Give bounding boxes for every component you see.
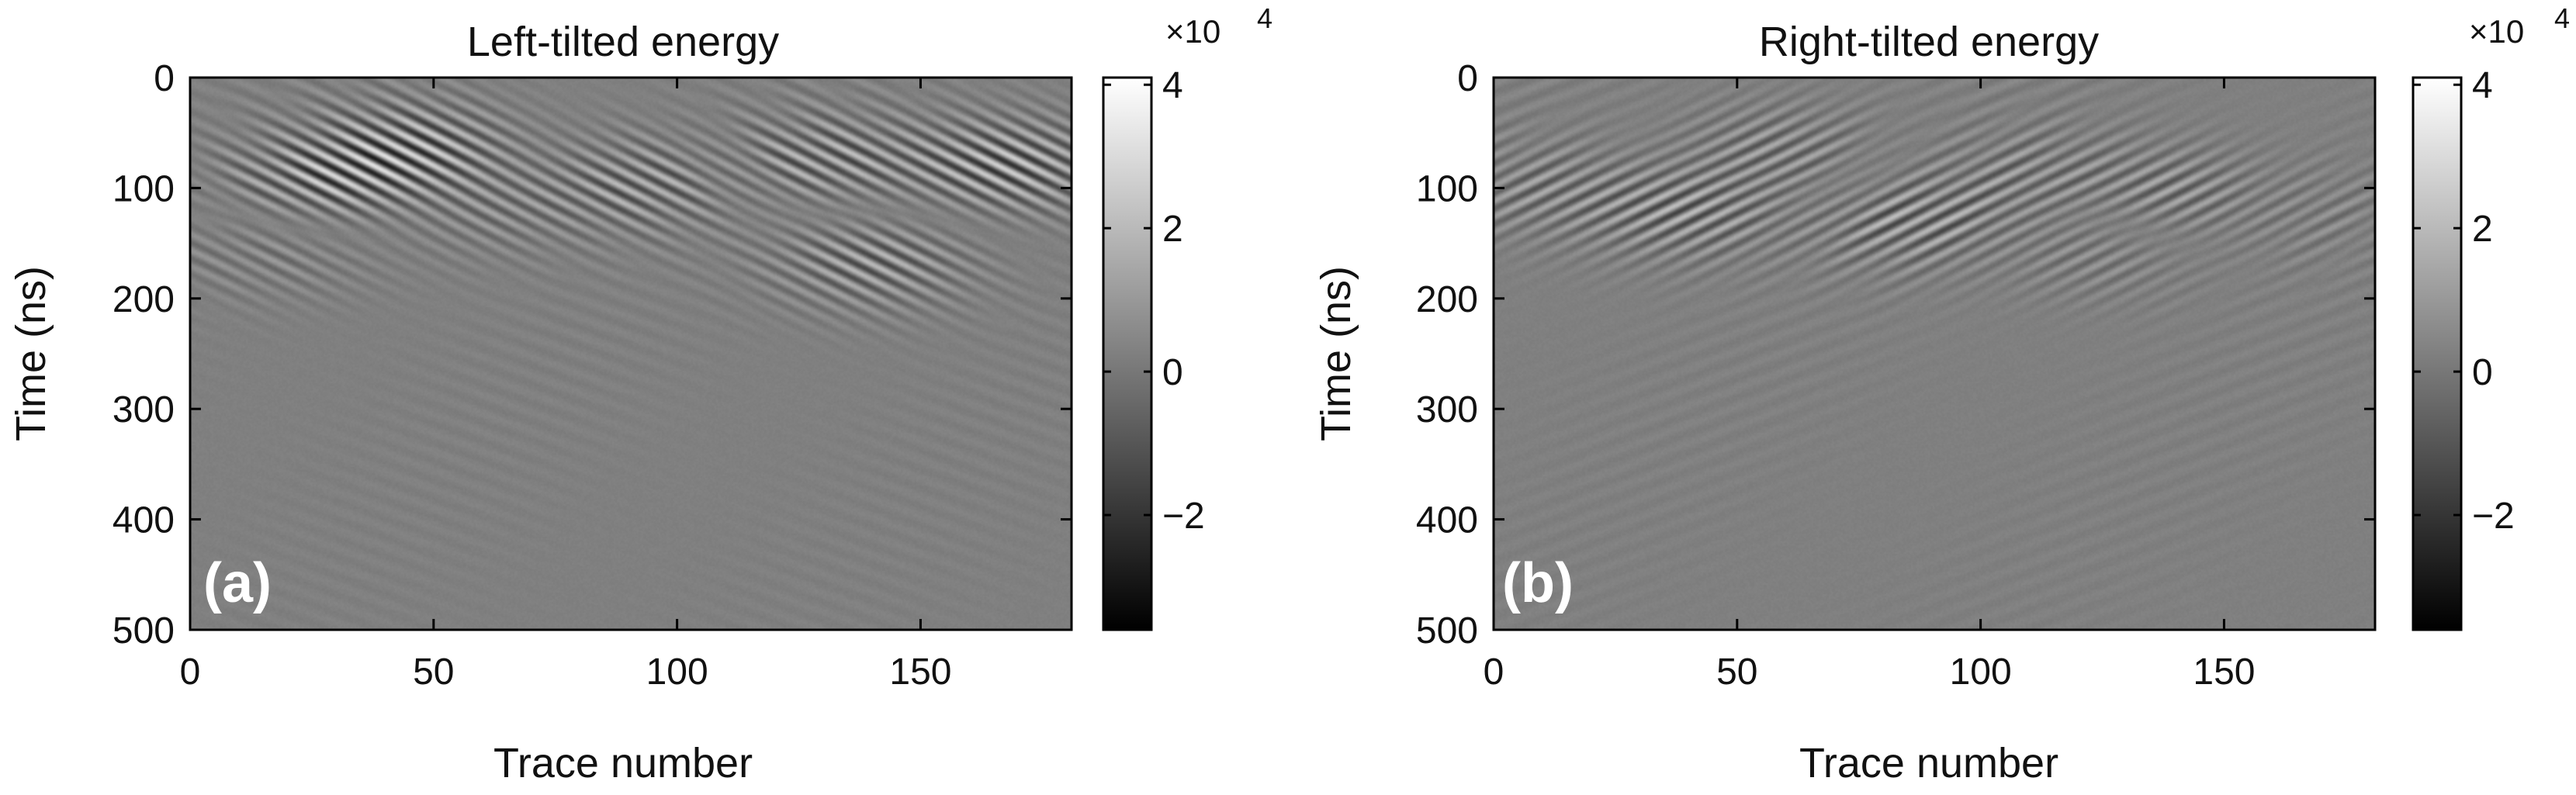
panel-label-b: (b): [1502, 552, 1574, 614]
y-tick-label-a-1: 100: [113, 168, 175, 209]
x-axis-label-a: Trace number: [493, 740, 753, 786]
y-axis-b: 0 100 200 300 400 500: [1416, 58, 2375, 652]
colorbar-multiplier-b: ×10: [2469, 13, 2524, 50]
panel-label-a: (a): [203, 552, 272, 614]
x-tick-label-b-2: 100: [1950, 652, 2012, 693]
colorbar-tick-label-a-0: −2: [1162, 496, 1205, 537]
x-tick-label-a-2: 100: [646, 652, 708, 693]
chart-title-b: Right-tilted energy: [1759, 19, 2099, 65]
x-tick-label-b-3: 150: [2193, 652, 2255, 693]
y-tick-label-b-0: 0: [1457, 58, 1478, 99]
heatmap-image-b: [1494, 78, 2375, 630]
colorbar-exponent-a: 4: [1257, 2, 1272, 34]
y-tick-label-a-3: 300: [113, 389, 175, 430]
y-tick-label-b-3: 300: [1416, 389, 1478, 430]
panel-a: Left-tilted energy 0 50 100 150 0 100 200 300 4…: [8, 2, 1272, 786]
y-axis-label-a: Time (ns): [8, 266, 54, 441]
colorbar-tick-label-a-3: 4: [1162, 65, 1183, 106]
colorbar-multiplier-a: ×10: [1165, 13, 1220, 50]
y-tick-label-a-5: 500: [113, 610, 175, 652]
y-tick-label-b-1: 100: [1416, 168, 1478, 209]
x-axis-b: 0 50 100 150: [1484, 78, 2255, 693]
x-tick-label-b-1: 50: [1716, 652, 1757, 693]
panel-b: Right-tilted energy 0 50 100 150 0 100 200 300…: [1313, 2, 2570, 786]
colorbar-ticks-b: −2 0 2 4: [2413, 65, 2515, 537]
x-axis-label-b: Trace number: [1799, 740, 2058, 786]
chart-title-a: Left-tilted energy: [467, 19, 779, 65]
y-axis-label-b: Time (ns): [1313, 266, 1359, 441]
y-tick-label-b-4: 400: [1416, 500, 1478, 541]
colorbar-ticks-a: −2 0 2 4: [1103, 65, 1205, 537]
y-tick-label-a-0: 0: [154, 58, 175, 99]
colorbar-b: [2412, 76, 2463, 631]
colorbar-tick-label-a-1: 0: [1162, 352, 1183, 393]
y-tick-label-a-4: 400: [113, 500, 175, 541]
colorbar-tick-label-a-2: 2: [1162, 209, 1183, 250]
colorbar-tick-label-b-1: 0: [2472, 352, 2493, 393]
y-tick-label-b-2: 200: [1416, 279, 1478, 320]
colorbar-exponent-b: 4: [2554, 2, 2570, 34]
y-tick-label-b-5: 500: [1416, 610, 1478, 652]
x-tick-label-a-3: 150: [889, 652, 951, 693]
y-axis-a: 0 100 200 300 400 500: [113, 58, 1072, 652]
colorbar-a: [1102, 76, 1153, 631]
heatmap-image-a: [190, 78, 1072, 630]
x-tick-label-b-0: 0: [1484, 652, 1504, 693]
y-tick-label-a-2: 200: [113, 279, 175, 320]
plot-frame-a: [189, 76, 1073, 631]
colorbar-tick-label-b-3: 4: [2472, 65, 2493, 106]
colorbar-tick-label-b-0: −2: [2472, 496, 2515, 537]
colorbar-tick-label-b-2: 2: [2472, 209, 2493, 250]
plot-frame-b: [1492, 76, 2377, 631]
x-tick-label-a-0: 0: [180, 652, 201, 693]
x-axis-a: 0 50 100 150: [180, 78, 951, 693]
x-tick-label-a-1: 50: [413, 652, 454, 693]
